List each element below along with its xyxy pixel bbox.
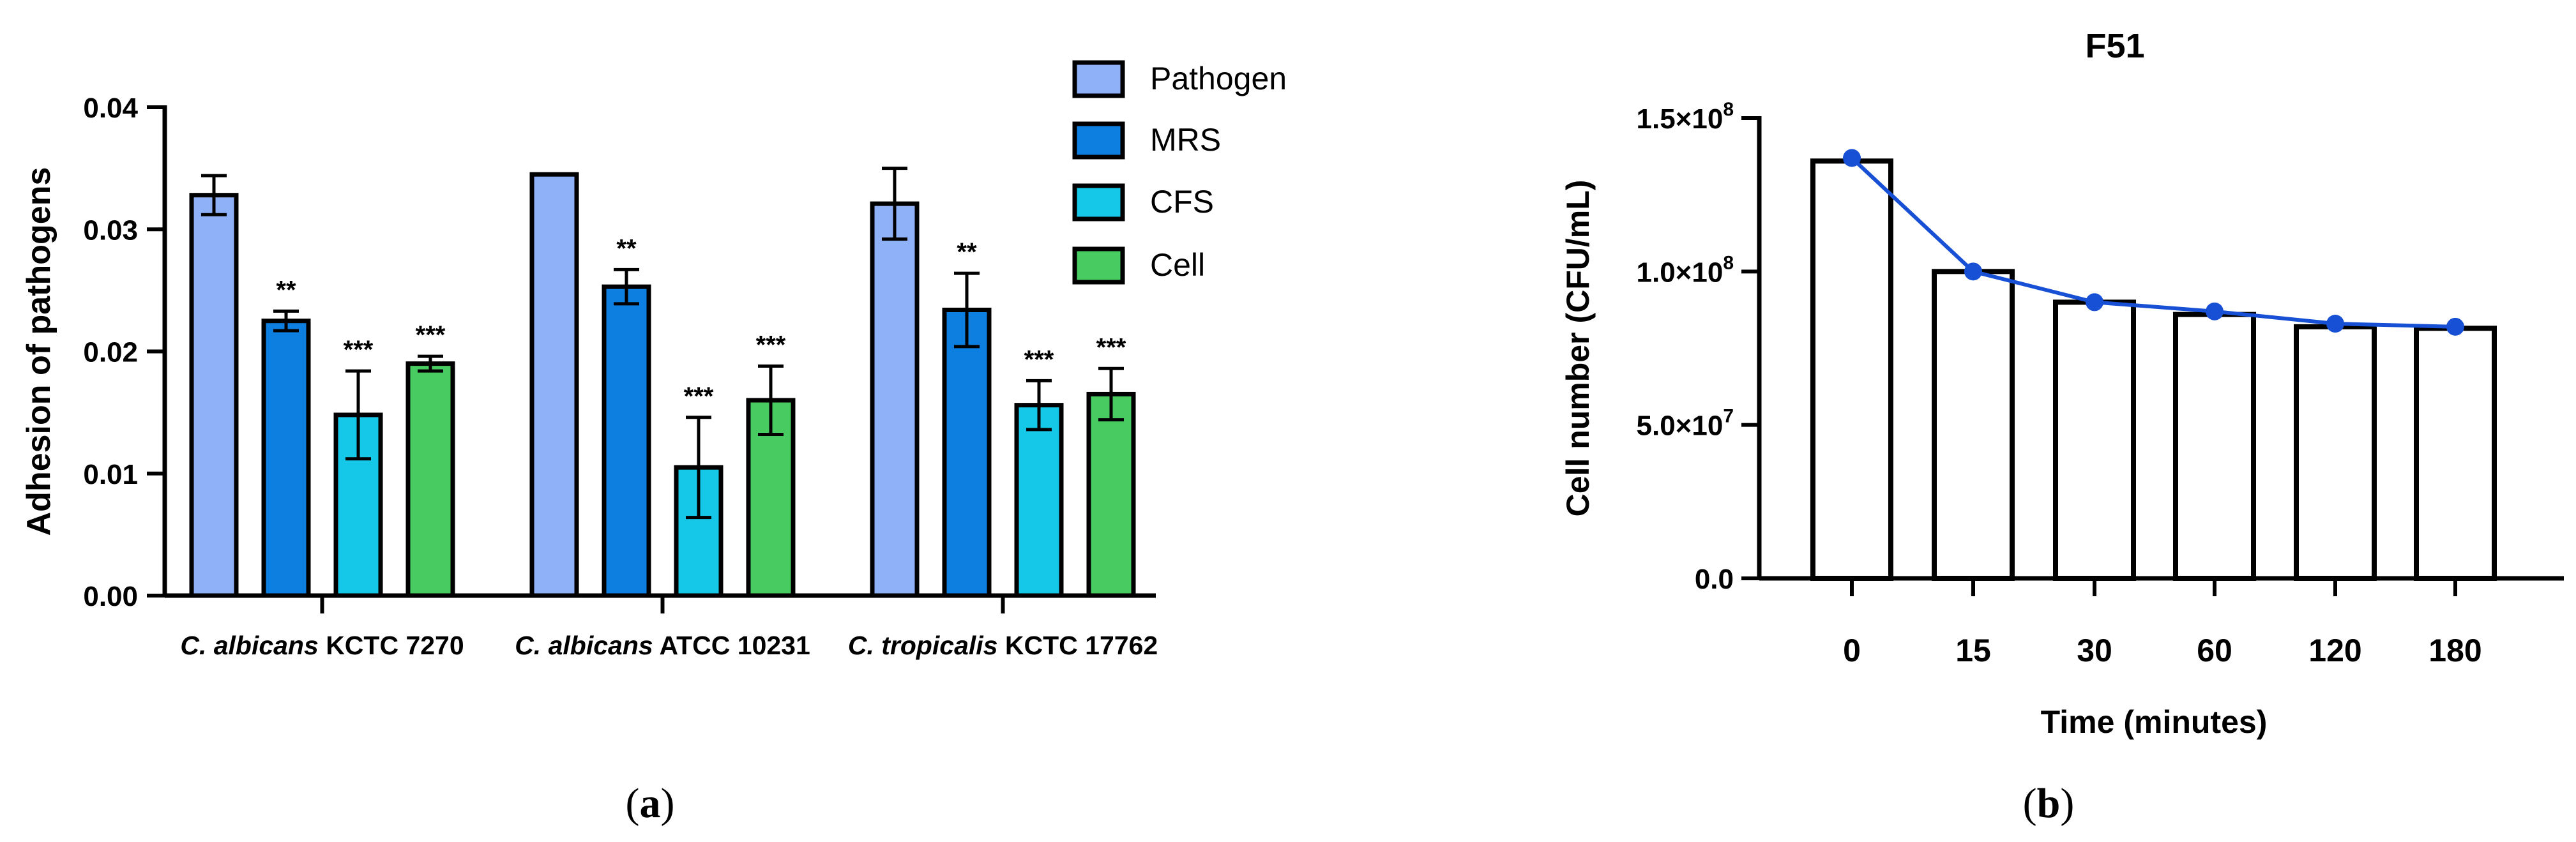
bar-cell (405, 361, 455, 598)
x-tick-label: 0 (1843, 633, 1861, 668)
significance-label: *** (1096, 333, 1126, 361)
significance-label: *** (684, 382, 714, 410)
y-tick-exponent: 8 (1723, 99, 1734, 120)
data-point (1843, 149, 1861, 167)
bar-pathogen (189, 193, 239, 598)
significance-label: *** (1024, 345, 1054, 373)
y-tick-label: 0.04 (83, 93, 138, 124)
bar-mrs (602, 284, 651, 598)
x-axis-title: Time (minutes) (2041, 704, 2268, 740)
category-species: C. albicans (515, 631, 653, 660)
panel-b-label: (b) (2023, 780, 2075, 827)
y-tick-exponent: 8 (1723, 252, 1734, 273)
y-tick-label: 5.0×107 (1637, 406, 1734, 442)
y-tick-mantissa: 1.5×10 (1637, 103, 1724, 135)
significance-label: *** (344, 336, 374, 364)
category-species: C. albicans (180, 631, 318, 660)
x-tick-label: 60 (2197, 633, 2232, 668)
data-point (2326, 315, 2344, 333)
x-tick-label: 120 (2308, 633, 2361, 668)
y-tick-label: 1.5×108 (1637, 99, 1734, 135)
y-tick-mantissa: 5.0×10 (1637, 410, 1724, 442)
x-tick-label: 30 (2077, 633, 2112, 668)
legend-swatch-cell (1072, 246, 1125, 285)
y-tick-exponent: 7 (1723, 406, 1734, 427)
significance-label: *** (756, 331, 786, 359)
y-tick-mantissa: 0.0 (1695, 564, 1734, 595)
bar-pathogen (870, 201, 920, 598)
significance-label: *** (416, 321, 446, 349)
bar-cell (1086, 391, 1136, 598)
bar (2294, 324, 2377, 581)
y-tick-label: 0.02 (83, 337, 138, 368)
bar (1810, 158, 1893, 581)
bar-mrs (261, 319, 311, 598)
category-strain: KCTC 17762 (998, 631, 1158, 660)
data-point (2446, 317, 2464, 336)
bar-cfs (333, 412, 383, 598)
significance-label: ** (957, 238, 977, 266)
legend-label-mrs: MRS (1150, 122, 1221, 158)
chart-a: 0.00 0.01 0.02 0.03 0.04 Adhesion of pathogen… (20, 60, 1287, 660)
x-tick-label: C. albicans KCTC 7270 (180, 631, 464, 660)
y-axis-title: Cell number (CFU/mL) (1560, 180, 1596, 517)
y-tick-label: 0.00 (83, 581, 138, 612)
bar (2173, 312, 2256, 581)
data-point (2206, 302, 2224, 320)
series-line (1850, 156, 2456, 329)
category-strain: ATCC 10231 (653, 631, 810, 660)
y-tick-label: 1.0×108 (1637, 252, 1734, 288)
y-tick-mantissa: 1.0×10 (1637, 257, 1724, 288)
y-tick-label: 0.03 (83, 214, 138, 246)
y-axis-title: Adhesion of pathogens (20, 167, 57, 536)
x-tick-label: C. albicans ATCC 10231 (515, 631, 810, 660)
data-point (2086, 293, 2103, 312)
bar (2053, 299, 2136, 581)
data-point (1964, 262, 1982, 281)
y-tick-label: 0.0 (1695, 564, 1734, 595)
x-tick-label: C. tropicalis KCTC 17762 (848, 631, 1158, 660)
panel-a-label: (a) (626, 780, 675, 827)
legend-swatch-mrs (1072, 121, 1125, 160)
significance-label: ** (616, 234, 637, 262)
bar (2414, 326, 2497, 581)
x-tick-label: 15 (1955, 633, 1991, 668)
legend-swatch-pathogen (1072, 60, 1125, 98)
x-tick-label: 180 (2428, 633, 2481, 668)
y-tick-label: 0.01 (83, 459, 138, 490)
category-species: C. tropicalis (848, 631, 998, 660)
legend-swatch-cfs (1072, 183, 1125, 222)
legend-label-pathogen: Pathogen (1150, 61, 1287, 96)
legend-label-cfs: CFS (1150, 184, 1214, 220)
bar-cfs (1014, 403, 1064, 598)
legend-label-cell: Cell (1150, 247, 1205, 283)
chart-title: F51 (2085, 27, 2144, 65)
bar (1932, 269, 2015, 581)
bar-mrs (942, 307, 992, 598)
significance-label: ** (276, 276, 296, 304)
category-strain: KCTC 7270 (319, 631, 464, 660)
bar-pathogen (529, 172, 579, 598)
